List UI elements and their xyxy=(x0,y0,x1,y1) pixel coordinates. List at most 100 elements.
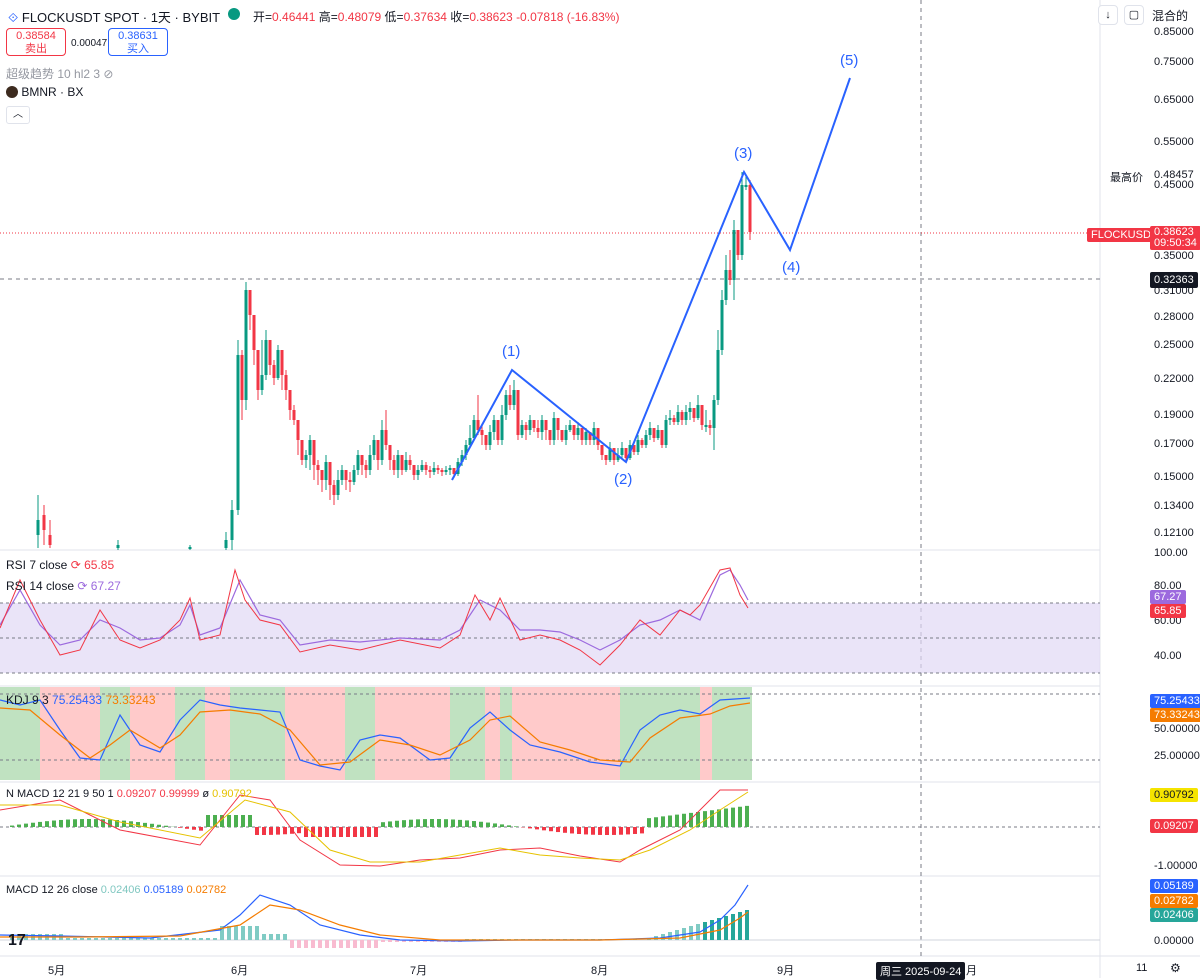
refresh-icon: ⟳ xyxy=(77,579,87,593)
candle-body xyxy=(321,470,324,480)
kdj-legend[interactable]: KDJ 9 3 75.25433 73.33243 xyxy=(6,693,156,707)
macd-bar xyxy=(346,940,350,948)
buy-button[interactable]: 0.38631 买入 xyxy=(108,28,168,56)
macd-bar xyxy=(262,934,266,940)
wave-label-2: (2) xyxy=(614,471,632,488)
macd-legend[interactable]: MACD 12 26 close 0.02406 0.05189 0.02782 xyxy=(6,884,226,896)
candle-body xyxy=(373,440,376,455)
wave-label-5: (5) xyxy=(840,52,858,69)
rsi7-legend[interactable]: RSI 7 close ⟳ 65.85 xyxy=(6,558,114,572)
nmacd-bar xyxy=(451,819,455,827)
refresh-icon: ⟳ xyxy=(71,558,81,572)
candle-body xyxy=(693,408,696,418)
price-tick: 0.15000 xyxy=(1154,471,1194,483)
settings-gear-icon[interactable]: ⚙ xyxy=(1170,961,1181,975)
nmacd-bar xyxy=(164,826,168,827)
macd-bar xyxy=(87,938,91,940)
chevron-up-icon[interactable]: ︿ xyxy=(6,106,30,124)
change-value: -0.07818 (-16.83%) xyxy=(516,10,619,24)
rsi14-legend[interactable]: RSI 14 close ⟳ 67.27 xyxy=(6,579,121,593)
nmacd-bar xyxy=(661,816,665,827)
nmacd-bar xyxy=(185,827,189,829)
compare-legend[interactable]: BMNR · BX xyxy=(6,85,83,99)
nmacd-bar xyxy=(31,823,35,827)
candle-body xyxy=(653,428,656,438)
arrow-down-icon[interactable]: ↓ xyxy=(1098,5,1118,25)
candle-body xyxy=(525,425,528,430)
price-tick: 0.75000 xyxy=(1154,56,1194,68)
macd-bar xyxy=(73,938,77,940)
nmacd-bar xyxy=(59,820,63,827)
candle-body xyxy=(625,448,628,458)
kdj-d-value: 73.33243 xyxy=(105,693,155,707)
candle-body xyxy=(369,455,372,470)
sell-button[interactable]: 0.38584 卖出 xyxy=(6,28,66,56)
nmacd-bar xyxy=(178,827,182,828)
candle-body xyxy=(337,480,340,495)
nmacd-bar xyxy=(339,827,343,837)
nmacd-bar xyxy=(318,827,322,837)
time-label: 5月 xyxy=(48,962,65,978)
candle-body xyxy=(737,230,740,255)
rsi14-value: 67.27 xyxy=(91,579,121,593)
nmacd-bar xyxy=(423,819,427,827)
kdj-band xyxy=(175,687,205,780)
candle-body xyxy=(117,545,120,548)
high-label: 高 xyxy=(319,10,331,24)
candle-body xyxy=(293,410,296,420)
nmacd-bar xyxy=(276,827,280,835)
nmacd-bar xyxy=(206,815,210,827)
candle-body xyxy=(537,428,540,432)
compare-symbol-label: BMNR · BX xyxy=(21,85,83,99)
candle-body xyxy=(721,300,724,350)
candle-body xyxy=(449,468,452,470)
nmacd-bar xyxy=(248,815,252,827)
kdj-band xyxy=(485,687,500,780)
nmacd-bar xyxy=(577,827,581,834)
candle-body xyxy=(257,350,260,390)
symbol-title[interactable]: ⟐ FLOCKUSDT SPOT · 1天 · BYBIT xyxy=(8,7,220,26)
nmacd-bar xyxy=(633,827,637,834)
candle-body xyxy=(573,425,576,435)
nmacd-bar xyxy=(598,827,602,835)
candle-body xyxy=(521,425,524,435)
nmacd-bar xyxy=(52,821,56,827)
nmacd-bar xyxy=(45,821,49,827)
nmacd-bar xyxy=(444,819,448,827)
candle-body xyxy=(673,418,676,422)
candle-body xyxy=(305,455,308,460)
nmacd-bar xyxy=(570,827,574,833)
nmacd-bar xyxy=(619,827,623,835)
sell-label: 卖出 xyxy=(7,43,65,56)
candle-body xyxy=(429,470,432,472)
wave-label-1: (1) xyxy=(502,343,520,360)
candle-body xyxy=(585,432,588,440)
candle-body xyxy=(717,350,720,400)
candle-body xyxy=(405,460,408,470)
candle-body xyxy=(381,430,384,460)
candle-body xyxy=(329,462,332,485)
candle-body xyxy=(685,412,688,420)
candle-body xyxy=(597,428,600,445)
candle-body xyxy=(661,430,664,445)
kdj-label: KDJ 9 3 xyxy=(6,693,49,707)
scale-mode-button[interactable]: 混合的 xyxy=(1152,7,1188,24)
candle-body xyxy=(43,515,46,530)
nmacd-bar xyxy=(584,827,588,834)
kdj-k-tag: 75.25433 xyxy=(1150,694,1200,708)
candle-body xyxy=(541,420,544,432)
eye-hidden-icon[interactable]: ⊘ xyxy=(103,67,113,81)
last-price-tag: 0.38623 09:50:34 xyxy=(1150,226,1200,250)
macd-bar xyxy=(269,934,273,940)
tradingview-logo-icon[interactable]: 17 xyxy=(8,932,26,950)
macd-bar xyxy=(185,938,189,940)
nmacd-legend[interactable]: N MACD 12 21 9 50 1 0.09207 0.99999 ø 0.… xyxy=(6,788,252,800)
buy-price: 0.38631 xyxy=(109,30,167,43)
crosshair-date-tag: 周三 2025-09-24 xyxy=(876,962,965,980)
supertrend-legend[interactable]: 超级趋势 10 hl2 3 ⊘ xyxy=(6,65,113,82)
candle-body xyxy=(189,547,192,549)
nmacd-bar xyxy=(199,827,203,831)
nmacd-bar xyxy=(381,822,385,827)
fullscreen-icon[interactable]: ▢ xyxy=(1124,5,1144,25)
